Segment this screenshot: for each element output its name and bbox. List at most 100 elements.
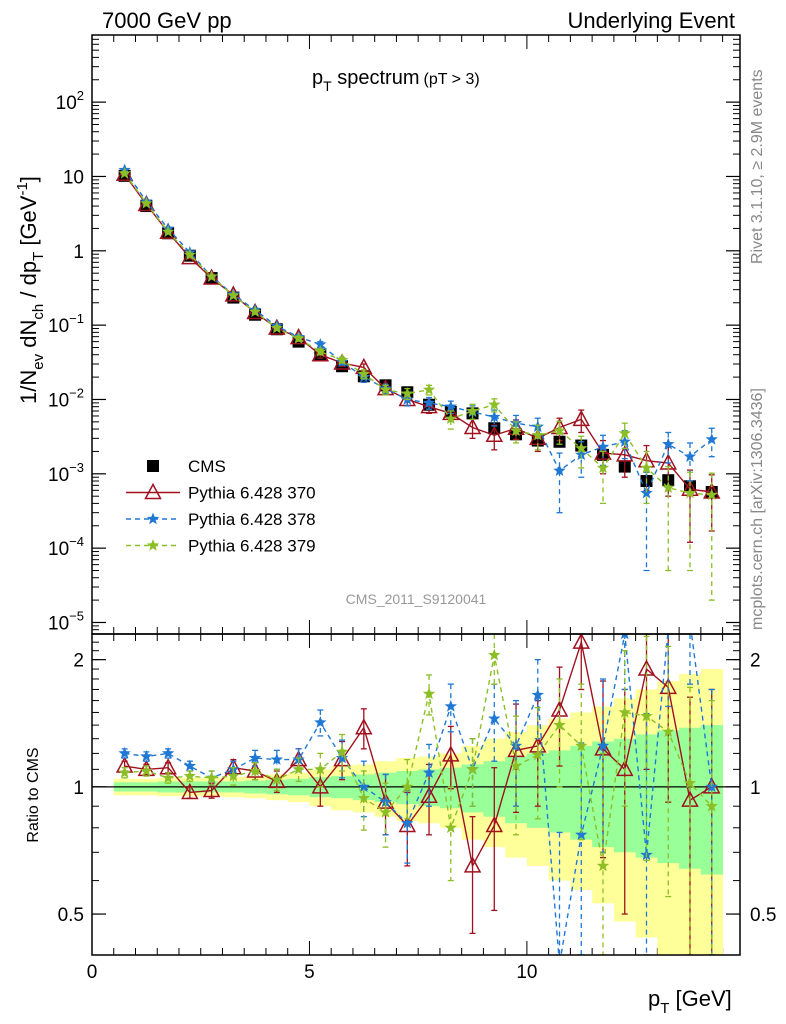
data-point [640,486,653,499]
data-point [379,383,392,396]
ratio-tick-label: 0.5 [58,905,84,926]
data-point [444,412,457,425]
ratio-point [553,718,566,731]
legend-marker [146,539,160,551]
y-label-part: dN [16,320,41,354]
legend-item: Pythia 6.428 370 [126,482,316,503]
data-point [702,482,721,499]
legend-label: Pythia 6.428 370 [188,484,316,503]
y-label-part: ev [30,353,47,369]
y-label-part: -1 [14,182,31,195]
series-pythia-6.428-379 [118,166,718,601]
rivet-label: Rivet 3.1.10, ≥ 2.9M events [749,69,766,264]
legend-marker [144,482,162,500]
data-point [683,450,697,462]
ratio-point [379,805,392,818]
ratio-point [485,815,504,833]
ratio-point [596,859,610,872]
data-point [488,398,501,410]
y-label-part: T [30,252,47,261]
ratio-point [202,780,221,798]
y-tick-label: 10−5 [48,608,84,634]
ratio-point [183,769,197,782]
ratio-point [615,759,634,777]
y-tick-label: 1 [73,242,84,263]
data-point [314,337,327,350]
header-left: 7000 GeV pp [102,8,232,33]
y-axis-label: 1/Nev dNch / dpT [GeV-1] [14,176,47,404]
ratio-point [161,771,175,784]
ratio-tick-label: 2 [73,651,84,672]
ratio-point [618,705,631,718]
ratio-point [683,776,697,789]
y-tick-base: 10 [56,93,77,114]
data-point [314,345,327,357]
mcplots-label: mcplots.cern.ch [arXiv:1306.3436] [749,388,766,630]
x-label-p: p [648,986,660,1011]
series-pythia-6.428-379 [118,634,718,955]
series-line [124,639,713,868]
ratio-point [292,762,305,775]
ratio-point [161,746,175,759]
svg-text:1/Nev dNch / dpT [GeV-1]: 1/Nev dNch / dpT [GeV-1] [14,176,47,404]
legend-item: Pythia 6.428 378 [126,510,316,529]
data-point [140,196,153,209]
x-tick-label: 5 [304,962,315,983]
ratio-point [227,769,240,782]
ratio-point [572,634,591,649]
data-point [401,387,414,399]
data-point [705,432,718,445]
ratio-point [488,712,501,724]
data-point [118,166,131,179]
y-tick-base: 10 [63,167,84,188]
y-label-part: 1/N [16,370,41,404]
ratio-point [401,816,414,829]
ratio-tick-label: 1 [73,778,84,799]
data-point [662,481,675,493]
ratio-y-label: Ratio to CMS [25,747,42,842]
y-tick-exp: −4 [69,534,84,549]
data-point [161,225,175,238]
data-point [335,353,349,366]
x-tick-label: 0 [87,962,98,983]
data-point [662,437,675,450]
legend-item: Pythia 6.428 379 [126,537,316,556]
data-point [531,428,544,441]
data-point [205,270,218,282]
ratio-point [357,780,370,793]
ratio-point [248,764,262,777]
y-tick-exp: 2 [77,88,84,103]
title-sub: T [323,78,332,94]
data-point [575,448,588,461]
series-line [124,172,712,496]
x-axis-label: pT [GeV] [648,986,732,1017]
ratio-point [575,828,588,841]
ratio-point [311,777,330,794]
data-point [618,426,631,439]
ratio-point [335,745,349,758]
ratio-point [442,745,460,762]
ratio-point [444,821,457,834]
data-point [227,289,240,301]
ratio-point [357,791,370,804]
data-point [466,404,479,417]
ratio-tick-label-right: 0.5 [750,905,776,926]
ratio-point [531,748,544,761]
ratio-point [314,716,327,728]
ratio-point [488,648,501,661]
ratio-point [181,782,199,800]
data-point [553,424,566,436]
y-tick-label: 10−2 [48,385,84,411]
data-point [596,440,610,453]
y-tick-base: 10 [48,390,69,411]
data-point [485,425,504,443]
ratio-point [118,766,131,778]
data-point [615,445,634,462]
y-tick-base: 10 [48,465,69,486]
legend-label: Pythia 6.428 379 [188,537,316,556]
title-main: spectrum [332,67,420,89]
data-point [292,332,305,344]
ratio-tick-label-right: 1 [750,778,761,799]
